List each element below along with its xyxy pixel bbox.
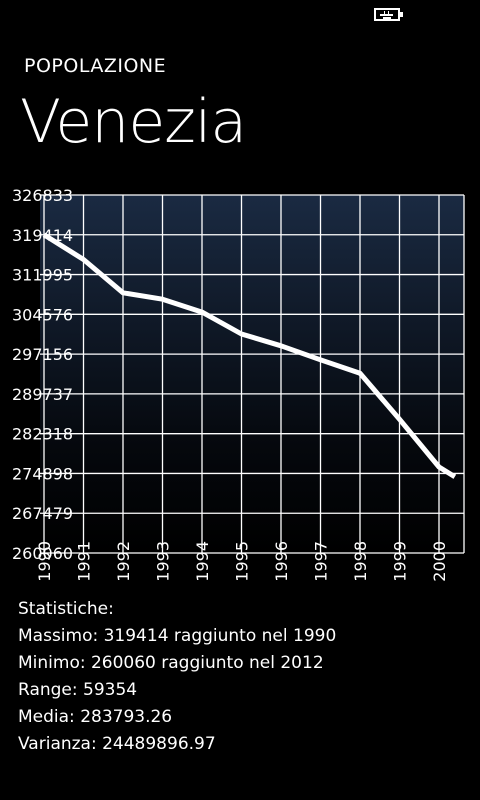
y-tick-label: 319414 (12, 226, 73, 245)
stats-heading: Statistiche: (18, 599, 114, 619)
series-layer (42, 232, 457, 479)
app-title: POPOLAZIONE (24, 55, 167, 77)
series-line (42, 232, 457, 479)
x-tick-label: 1994 (193, 541, 212, 582)
x-tick-label: 1999 (391, 541, 410, 582)
statistics-panel: Statistiche: Massimo: 319414 raggiunto n… (18, 596, 336, 758)
page-title: Venezia (20, 87, 247, 157)
y-tick-label: 311995 (12, 266, 73, 285)
y-tick-label: 282318 (12, 425, 73, 444)
y-tick-label: 267479 (12, 504, 73, 523)
y-tick-label: 297156 (12, 345, 73, 364)
grid-lines (40, 194, 465, 554)
status-bar (0, 0, 480, 32)
battery-charging-icon (374, 8, 403, 21)
y-axis-labels: 260060 267479 274898 282318 289737 297156 3045… (12, 186, 73, 563)
x-tick-label: 1991 (75, 541, 94, 582)
x-tick-label: 1995 (233, 541, 252, 582)
stats-max: Massimo: 319414 raggiunto nel 1990 (18, 626, 337, 646)
stats-variance: Varianza: 24489896.97 (18, 734, 216, 754)
x-tick-label: 1998 (351, 541, 370, 582)
stats-range: Range: 59354 (18, 680, 138, 700)
y-tick-label: 274898 (12, 464, 73, 483)
plot-area (40, 195, 464, 553)
y-tick-label: 289737 (12, 385, 73, 404)
x-tick-label: 1996 (272, 541, 291, 582)
x-tick-label: 1992 (114, 541, 133, 582)
y-tick-label: 304576 (12, 305, 73, 324)
stats-min: Minimo: 260060 raggiunto nel 2012 (18, 653, 324, 673)
population-chart: 260060 267479 274898 282318 289737 297156 3045… (12, 186, 465, 582)
x-tick-label: 1993 (154, 541, 173, 582)
y-tick-label: 326833 (12, 186, 73, 205)
x-tick-label: 1990 (35, 541, 54, 582)
x-tick-label: 2000 (430, 541, 449, 582)
x-tick-label: 1997 (312, 541, 331, 582)
x-axis-labels: 1990 1991 1992 1993 1994 1995 1996 1997 1998 1999… (35, 541, 449, 582)
stats-mean: Media: 283793.26 (18, 707, 173, 727)
y-tick-label: 260060 (12, 544, 73, 563)
